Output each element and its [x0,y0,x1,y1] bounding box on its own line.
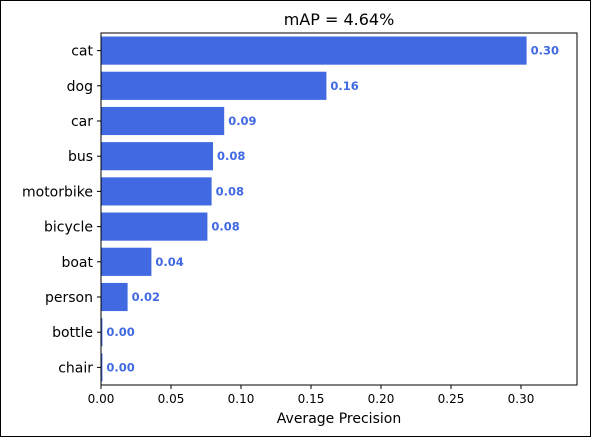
x-tick-label: 0.15 [298,392,325,406]
value-label-chair: 0.00 [106,360,134,374]
category-label-dog: dog [67,79,93,95]
value-label-bicycle: 0.08 [211,220,239,234]
category-labels: cat dog car bus motorbike bicycle boat person bo… [22,44,101,376]
bars-group [101,36,527,382]
value-label-cat: 0.30 [531,44,559,58]
value-label-bus: 0.08 [217,149,245,163]
x-axis-label: Average Precision [277,411,401,427]
value-label-motorbike: 0.08 [216,184,244,198]
x-tick-label: 0.20 [368,392,395,406]
category-label-chair: chair [58,360,93,376]
bar-cat [101,36,527,65]
chart-title: mAP = 4.64% [284,10,395,29]
x-tick-label: 0.10 [228,392,255,406]
category-label-car: car [71,114,93,130]
bar-boat [101,247,152,276]
category-label-bottle: bottle [52,325,93,341]
x-tick-label: 0.25 [438,392,465,406]
category-label-bicycle: bicycle [44,220,93,236]
bar-bottle [101,318,103,347]
x-ticks: 0.00 0.05 0.10 0.15 0.20 0.25 0.30 [88,385,535,406]
category-label-bus: bus [68,149,93,165]
value-label-dog: 0.16 [330,79,358,93]
category-label-motorbike: motorbike [22,184,93,200]
value-label-person: 0.02 [132,290,160,304]
bar-motorbike [101,177,212,206]
bar-bicycle [101,212,208,241]
category-label-cat: cat [71,44,93,60]
value-labels: 0.30 0.16 0.09 0.08 0.08 0.08 0.04 0.02 0.00 0.00 [106,44,559,375]
bar-car [101,106,225,136]
value-label-car: 0.09 [228,114,256,128]
x-tick-label: 0.30 [508,392,535,406]
x-tick-label: 0.05 [158,392,185,406]
bar-bus [101,142,213,171]
bar-dog [101,71,327,100]
plot-area [100,32,578,386]
category-label-boat: boat [61,255,93,271]
bar-chair [101,353,103,382]
x-tick-label: 0.00 [88,392,115,406]
value-label-boat: 0.04 [155,255,183,269]
value-label-bottle: 0.00 [106,325,134,339]
bar-person [101,282,128,312]
category-label-person: person [45,290,93,306]
